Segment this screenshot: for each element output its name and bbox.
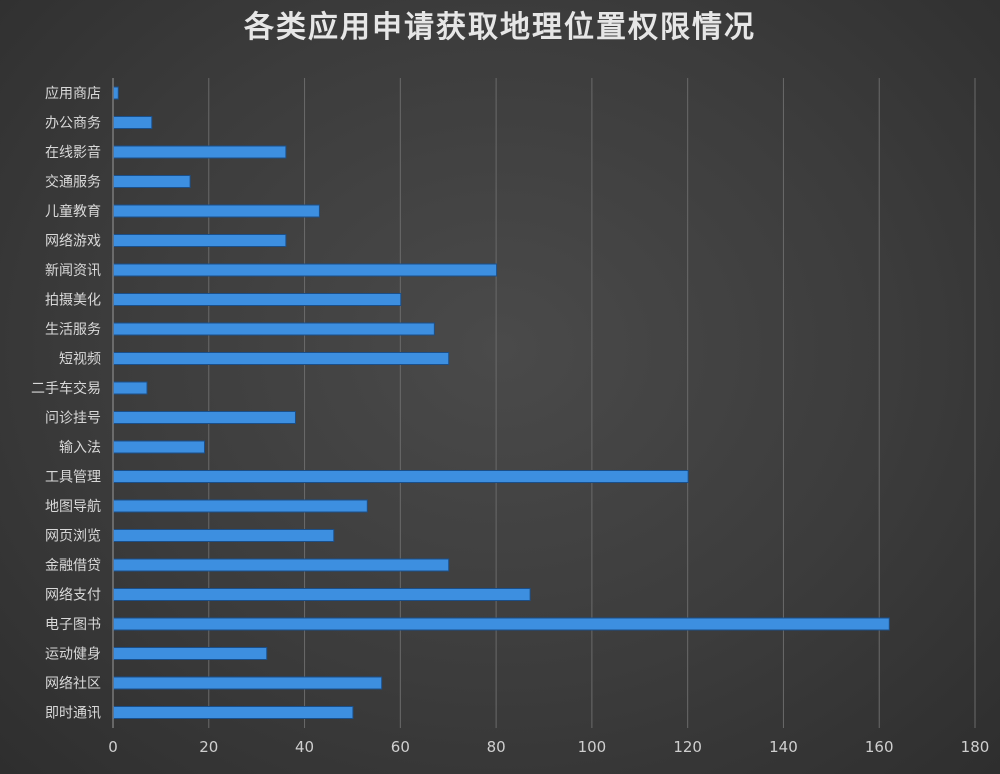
bar: [113, 529, 335, 542]
bar: [113, 676, 383, 690]
x-tick-label: 120: [673, 738, 702, 756]
category-label: 网络社区: [45, 676, 101, 692]
category-label: 儿童教育: [45, 203, 101, 220]
bar: [113, 145, 287, 159]
bar: [113, 175, 191, 188]
x-tick-label: 80: [487, 738, 506, 756]
bar: [113, 234, 287, 247]
category-label: 网页浏览: [45, 529, 101, 545]
bar: [113, 204, 320, 218]
category-label: 金融借贷: [45, 558, 101, 574]
category-label: 拍摄美化: [45, 293, 101, 309]
bar: [113, 470, 689, 483]
bar: [113, 558, 450, 572]
category-label: 电子图书: [45, 617, 101, 633]
bar: [113, 263, 498, 277]
category-label: 短视频: [59, 352, 101, 368]
x-tick-label: 60: [391, 738, 410, 756]
category-label: 二手车交易: [31, 380, 101, 397]
bar: [113, 411, 296, 424]
category-label: 在线影音: [45, 144, 101, 161]
x-tick-label: 100: [578, 738, 607, 756]
category-label: 即时通讯: [45, 706, 101, 722]
category-label: 问诊挂号: [45, 411, 101, 427]
bar: [113, 647, 268, 660]
bar: [113, 617, 890, 631]
category-label: 网络游戏: [45, 234, 101, 250]
bar: [113, 440, 205, 454]
bar: [113, 116, 153, 129]
bar: [113, 293, 402, 306]
bar: [113, 588, 531, 601]
bar: [113, 352, 450, 365]
category-label: 网络支付: [45, 588, 101, 604]
bar: [113, 706, 354, 719]
x-tick-label: 160: [865, 738, 894, 756]
category-label: 输入法: [59, 440, 101, 456]
x-tick-label: 20: [199, 738, 218, 756]
bar: [113, 381, 148, 395]
category-label: 地图导航: [45, 499, 101, 515]
bar: [113, 86, 119, 100]
chart-title: 各类应用申请获取地理位置权限情况: [244, 10, 756, 45]
bar: [113, 499, 368, 513]
x-tick-label: 180: [961, 738, 990, 756]
category-label: 运动健身: [45, 647, 101, 663]
category-label: 应用商店: [45, 85, 101, 102]
x-tick-label: 40: [295, 738, 314, 756]
x-tick-label: 0: [108, 738, 118, 756]
category-label: 新闻资讯: [45, 263, 101, 279]
category-label: 办公商务: [45, 116, 101, 132]
category-label: 工具管理: [45, 470, 101, 486]
category-label: 交通服务: [45, 174, 101, 191]
x-tick-label: 140: [769, 738, 798, 756]
bar: [113, 322, 435, 336]
category-label: 生活服务: [45, 322, 101, 338]
